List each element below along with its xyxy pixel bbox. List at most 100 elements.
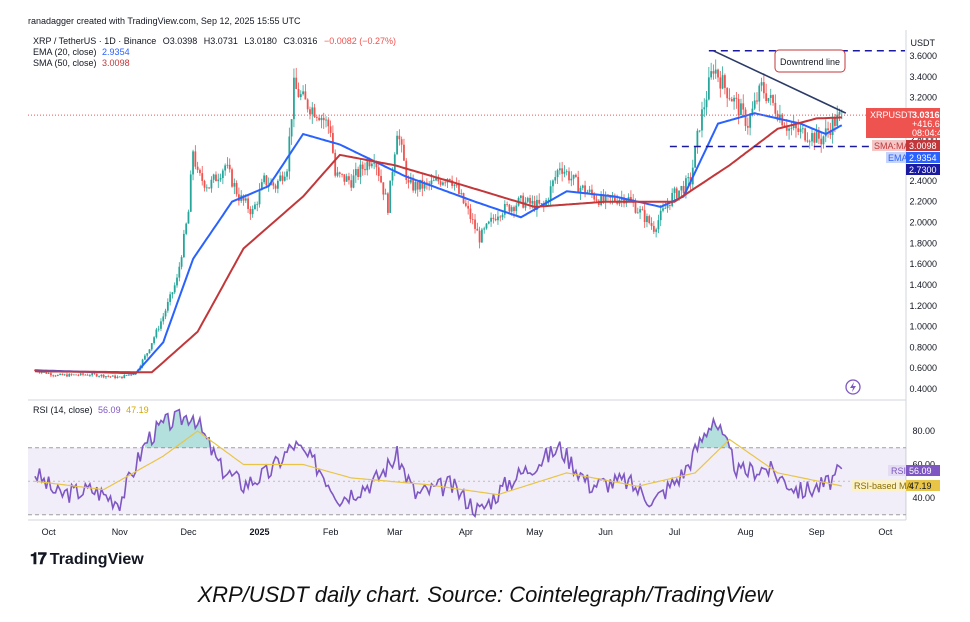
candle-body bbox=[655, 229, 658, 232]
candle-body bbox=[680, 186, 683, 191]
candle-body bbox=[611, 197, 614, 199]
time-axis: Oct Nov Dec 2025 Feb Mar Apr May Jun Jul Aug Sep Oct bbox=[42, 527, 893, 537]
candle-body bbox=[98, 376, 100, 377]
header-symbol-line: XRP / TetherUS · 1D · Binance O3.0398 H3… bbox=[33, 36, 396, 46]
candle-body bbox=[467, 205, 470, 209]
header-ema-label: EMA (20, close) bbox=[33, 47, 97, 57]
candle-body bbox=[281, 175, 284, 181]
candle-body bbox=[717, 69, 719, 78]
candle-body bbox=[238, 194, 240, 201]
sma-50-line bbox=[34, 116, 842, 374]
time-tick-label: Aug bbox=[738, 527, 754, 537]
candle-body bbox=[320, 117, 323, 121]
downtrend-annotation: Downtrend line bbox=[774, 49, 846, 73]
candle-body bbox=[533, 200, 536, 210]
candle-body bbox=[746, 125, 749, 128]
candle-body bbox=[221, 170, 224, 179]
candle-body bbox=[662, 208, 664, 211]
header-rsi-line: RSI (14, close) 56.09 47.19 bbox=[33, 405, 149, 415]
candle-body bbox=[549, 186, 552, 200]
candle-body bbox=[481, 229, 483, 243]
candle-body bbox=[309, 109, 311, 115]
candle-body bbox=[247, 198, 249, 209]
candle-body bbox=[336, 172, 339, 176]
candle-body bbox=[811, 133, 813, 142]
candle-body bbox=[403, 144, 405, 161]
candle-body bbox=[779, 114, 781, 121]
ema-badge: EMA 2.9354 bbox=[886, 152, 940, 163]
rsi-badge: RSI 56.09 bbox=[888, 465, 940, 476]
candle-body bbox=[210, 179, 213, 189]
candle-body bbox=[762, 82, 765, 94]
candle-body bbox=[84, 374, 87, 376]
header-open: O3.0398 bbox=[162, 36, 198, 46]
candle-body bbox=[515, 205, 518, 212]
candle-body bbox=[701, 109, 703, 131]
candle-body bbox=[40, 372, 43, 373]
candle-body bbox=[767, 97, 770, 102]
candle-body bbox=[260, 182, 263, 190]
candle-body bbox=[118, 376, 121, 378]
candle-body bbox=[412, 179, 415, 191]
rsi-overbought-fill-dec bbox=[144, 409, 214, 448]
candle-body bbox=[199, 169, 201, 174]
candle-body bbox=[352, 175, 355, 188]
time-tick-label: Dec bbox=[180, 527, 197, 537]
candle-body bbox=[226, 164, 229, 166]
candle-body bbox=[696, 130, 699, 147]
price-tick-label: 3.6000 bbox=[909, 51, 937, 61]
candle-body bbox=[639, 209, 641, 213]
candle-body bbox=[313, 107, 316, 118]
sma-badge-value: 3.0098 bbox=[909, 141, 937, 151]
candle-body bbox=[721, 75, 724, 89]
candle-body bbox=[529, 197, 531, 204]
candle-body bbox=[105, 376, 107, 378]
candle-body bbox=[666, 204, 669, 209]
candle-body bbox=[652, 225, 655, 232]
level-badge: 2.7300 bbox=[906, 164, 940, 175]
price-tick-label: 3.2000 bbox=[909, 93, 937, 103]
candle-body bbox=[437, 177, 440, 182]
price-pane bbox=[28, 30, 906, 400]
header-rsi-value: 56.09 bbox=[98, 405, 121, 415]
candle-body bbox=[148, 349, 151, 354]
candle-body bbox=[513, 207, 515, 212]
candle-body bbox=[792, 124, 795, 128]
candle-body bbox=[286, 171, 288, 177]
candle-body bbox=[127, 374, 130, 376]
candle-body bbox=[173, 285, 176, 293]
candle-body bbox=[428, 183, 431, 185]
candle-body bbox=[478, 230, 481, 243]
header-close: C3.0316 bbox=[283, 36, 318, 46]
time-tick-label: Jun bbox=[598, 527, 613, 537]
candle-body bbox=[50, 373, 52, 376]
candle-body bbox=[130, 374, 133, 376]
candle-body bbox=[169, 294, 172, 302]
candle-body bbox=[453, 184, 456, 186]
candle-body bbox=[327, 119, 330, 127]
lightning-icon[interactable] bbox=[845, 379, 861, 395]
badge-symbol-pct: +416.63% bbox=[912, 119, 953, 129]
candle-body bbox=[494, 218, 497, 221]
rsi-ma-line bbox=[34, 430, 842, 496]
candle-body bbox=[719, 77, 722, 89]
candle-body bbox=[380, 175, 382, 183]
candle-body bbox=[166, 301, 169, 311]
candle-body bbox=[824, 128, 827, 137]
candle-body bbox=[205, 187, 208, 189]
candle-body bbox=[439, 181, 442, 185]
candle-body bbox=[338, 172, 341, 174]
candle-body bbox=[203, 180, 206, 188]
candle-body bbox=[584, 185, 586, 194]
candle-body bbox=[790, 127, 793, 129]
header-sma-label: SMA (50, close) bbox=[33, 58, 97, 68]
candle-body bbox=[497, 216, 499, 221]
candle-body bbox=[54, 375, 57, 377]
candle-body bbox=[758, 85, 761, 102]
candle-body bbox=[659, 210, 662, 221]
candle-body bbox=[751, 108, 754, 116]
candle-body bbox=[302, 91, 304, 95]
time-tick-label: Jul bbox=[669, 527, 681, 537]
price-tick-label: 2.8000 bbox=[909, 134, 937, 144]
header-sma-value: 3.0098 bbox=[102, 58, 130, 68]
